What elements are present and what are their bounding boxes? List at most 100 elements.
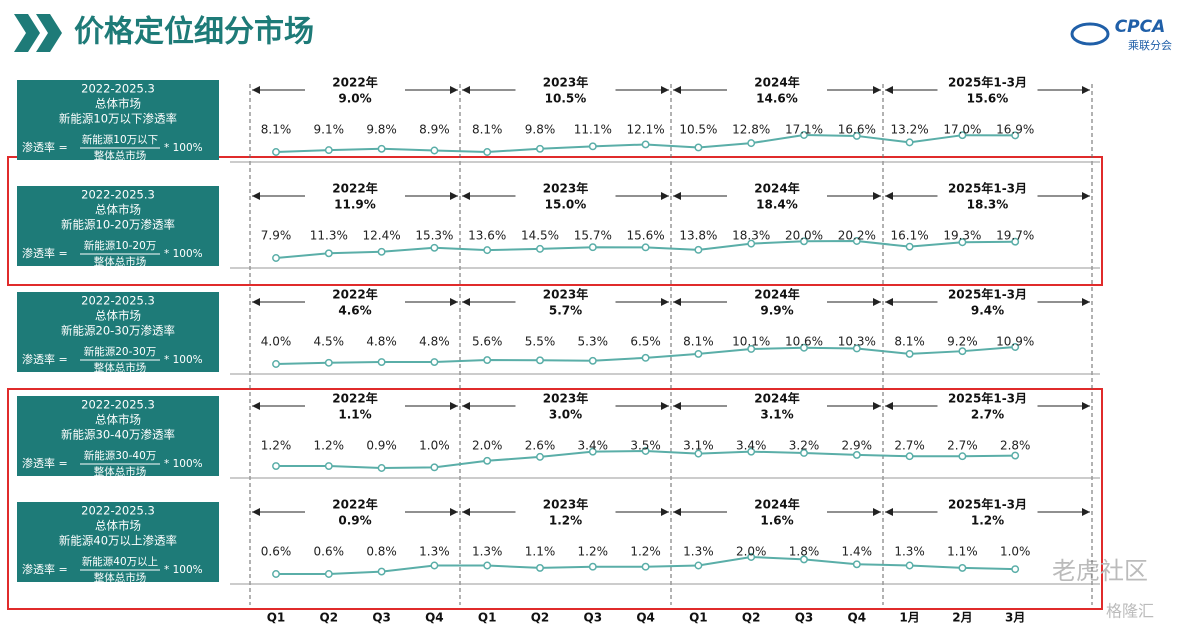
- value-label: 4.0%: [261, 335, 292, 349]
- period-name: 2025年1-3月: [948, 287, 1027, 302]
- point: [958, 563, 967, 572]
- value-label: 14.5%: [521, 229, 559, 243]
- period-name: 2022年: [332, 181, 377, 196]
- value-label: 20.0%: [785, 229, 823, 243]
- point: [483, 246, 492, 255]
- formula-numerator: 新能源20-30万: [84, 345, 157, 358]
- x-tick-label: 3月: [1005, 611, 1025, 625]
- point: [1011, 565, 1020, 574]
- value-label: 10.5%: [679, 123, 717, 137]
- value-label: 0.9%: [366, 439, 397, 453]
- value-label: 19.7%: [996, 229, 1034, 243]
- point: [958, 131, 967, 140]
- value-label: 10.6%: [785, 335, 823, 349]
- value-label: 13.8%: [679, 229, 717, 243]
- period-value: 1.2%: [549, 514, 582, 528]
- period-name: 2025年1-3月: [948, 75, 1027, 90]
- point: [272, 254, 280, 262]
- value-label: 2.6%: [525, 439, 556, 453]
- period-value: 11.9%: [334, 198, 376, 212]
- formula-numerator: 新能源30-40万: [84, 449, 157, 462]
- value-label: 1.4%: [842, 545, 873, 559]
- point: [377, 567, 386, 576]
- period-value: 15.0%: [545, 198, 587, 212]
- point: [377, 144, 386, 153]
- point: [272, 570, 280, 578]
- period-value: 1.1%: [338, 408, 371, 422]
- formula-numerator: 新能源10万以下: [82, 133, 158, 146]
- period-name: 2023年: [543, 287, 588, 302]
- label-text: 新能源10万以下渗透率: [59, 112, 177, 126]
- value-label: 2.7%: [947, 439, 978, 453]
- value-label: 11.1%: [574, 123, 612, 137]
- point: [483, 561, 492, 570]
- value-label: 8.1%: [261, 123, 292, 137]
- point: [694, 449, 703, 458]
- value-label: 2.7%: [894, 439, 925, 453]
- chevron: [36, 14, 62, 52]
- point: [430, 243, 439, 252]
- point: [905, 138, 914, 147]
- period-name: 2024年: [754, 391, 799, 406]
- point: [1011, 451, 1020, 460]
- point: [641, 353, 650, 362]
- value-label: 9.2%: [947, 335, 978, 349]
- point: [536, 144, 544, 153]
- point: [747, 139, 756, 148]
- point: [958, 238, 967, 247]
- value-label: 17.1%: [785, 123, 823, 137]
- formula-lhs: 渗透率 =: [22, 456, 68, 470]
- point: [694, 561, 703, 570]
- x-tick-label: Q2: [742, 611, 761, 625]
- point: [1011, 237, 1020, 246]
- point: [430, 463, 439, 472]
- label-text: 2022-2025.3: [81, 294, 155, 308]
- label-text: 总体市场: [95, 97, 141, 111]
- point: [852, 131, 861, 140]
- value-label: 5.6%: [472, 335, 503, 349]
- watermark: 格隆汇: [1106, 602, 1154, 621]
- point: [588, 562, 597, 571]
- value-label: 4.8%: [366, 335, 397, 349]
- formula-factor: * 100%: [164, 142, 203, 154]
- period-value: 5.7%: [549, 304, 582, 318]
- x-tick-label: Q1: [478, 611, 497, 625]
- label-text: 2022-2025.3: [81, 82, 155, 96]
- value-label: 10.3%: [838, 335, 876, 349]
- point: [958, 452, 967, 461]
- point: [641, 447, 650, 455]
- period-value: 3.1%: [760, 408, 793, 422]
- value-label: 1.3%: [419, 545, 450, 559]
- point: [852, 560, 861, 569]
- value-label: 4.8%: [419, 335, 450, 349]
- formula-lhs: 渗透率 =: [22, 562, 68, 576]
- value-label: 1.1%: [525, 545, 556, 559]
- point: [958, 347, 967, 356]
- value-label: 3.4%: [736, 439, 767, 453]
- point: [483, 148, 492, 156]
- point: [324, 249, 333, 258]
- value-label: 1.3%: [472, 545, 503, 559]
- point: [324, 570, 333, 578]
- x-tick-label: 1月: [899, 611, 919, 625]
- label-text: 新能源20-30万渗透率: [61, 324, 175, 338]
- formula-denominator: 整体总市场: [94, 255, 147, 268]
- period-value: 9.4%: [971, 304, 1004, 318]
- formula-factor: * 100%: [164, 354, 203, 366]
- point: [588, 447, 597, 456]
- value-label: 8.1%: [683, 335, 714, 349]
- point: [800, 555, 808, 564]
- value-label: 9.8%: [525, 123, 556, 137]
- label-text: 2022-2025.3: [81, 504, 155, 518]
- point: [852, 344, 861, 353]
- x-tick-label: Q4: [848, 611, 867, 625]
- point: [747, 553, 756, 561]
- period-value: 18.3%: [967, 198, 1009, 212]
- label-text: 新能源40万以上渗透率: [59, 534, 177, 548]
- value-label: 1.1%: [947, 545, 978, 559]
- formula-numerator: 新能源40万以上: [82, 555, 158, 568]
- x-tick-label: Q3: [795, 611, 814, 625]
- value-label: 12.4%: [363, 229, 401, 243]
- point: [272, 462, 280, 470]
